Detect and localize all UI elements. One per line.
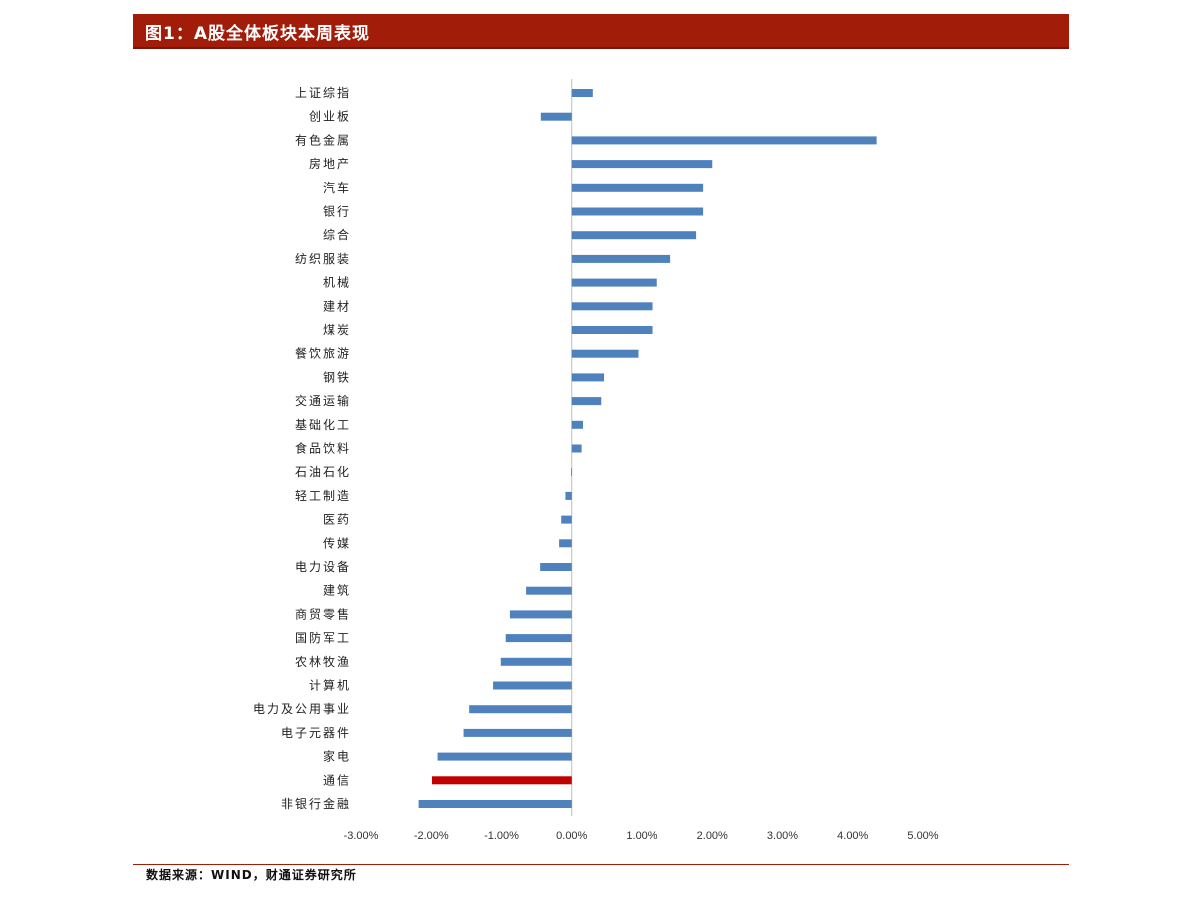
- category-label: 煤炭: [323, 323, 351, 337]
- category-label: 餐饮旅游: [295, 346, 351, 361]
- bar: [571, 397, 602, 406]
- bar: [509, 610, 572, 619]
- bar: [571, 160, 713, 169]
- bar: [437, 752, 572, 761]
- bar-highlight: [431, 776, 572, 785]
- category-label: 电力设备: [295, 560, 351, 574]
- category-label: 传媒: [323, 535, 351, 550]
- bar: [540, 112, 572, 121]
- bar: [540, 563, 572, 571]
- bar: [571, 349, 639, 358]
- bar: [571, 231, 697, 240]
- bar: [565, 491, 572, 500]
- bar: [500, 657, 572, 666]
- title-bar: 图1：A股全体板块本周表现: [133, 14, 1069, 49]
- category-label: 轻工制造: [295, 489, 351, 503]
- category-label: 交通运输: [295, 393, 351, 408]
- bar: [571, 207, 704, 216]
- category-label: 国防军工: [295, 630, 351, 645]
- bar: [559, 539, 572, 548]
- category-label: 电子元器件: [281, 726, 351, 740]
- category-label: 综合: [323, 227, 351, 242]
- category-label: 家电: [323, 749, 351, 764]
- x-tick-label: -1.00%: [484, 830, 519, 842]
- bar: [571, 183, 704, 192]
- category-label: 房地产: [309, 156, 351, 171]
- bar: [571, 373, 605, 382]
- category-label: 钢铁: [323, 370, 351, 384]
- category-label: 机械: [323, 275, 351, 290]
- bar: [561, 515, 572, 524]
- bar: [571, 136, 877, 145]
- page-title: 图1：A股全体板块本周表现: [145, 24, 370, 44]
- x-tick-label: 4.00%: [837, 830, 868, 842]
- category-label: 石油石化: [295, 465, 351, 479]
- category-label: 银行: [323, 205, 351, 219]
- x-tick-label: 5.00%: [907, 830, 938, 842]
- bar: [571, 444, 582, 453]
- category-label: 纺织服装: [295, 252, 351, 266]
- category-label: 汽车: [323, 180, 351, 195]
- category-label: 有色金属: [295, 132, 351, 147]
- bar: [571, 89, 593, 97]
- bar: [526, 586, 572, 595]
- category-label: 食品饮料: [295, 441, 351, 456]
- bar: [571, 278, 657, 287]
- bar: [571, 326, 653, 334]
- category-label: 商贸零售: [295, 606, 351, 621]
- bar: [493, 681, 572, 690]
- x-tick-label: 3.00%: [767, 830, 798, 842]
- category-label: 农林牧渔: [295, 655, 351, 669]
- category-label: 非银行金融: [281, 796, 351, 811]
- category-label: 通信: [323, 773, 351, 787]
- bar: [571, 254, 671, 263]
- x-tick-label: -2.00%: [414, 830, 449, 842]
- bar: [571, 302, 653, 311]
- source-note: 数据来源：WIND，财通证券研究所: [146, 868, 357, 882]
- x-tick-label: 1.00%: [626, 830, 657, 842]
- bar: [418, 800, 572, 808]
- category-label: 上证综指: [295, 85, 351, 100]
- x-tick-label: 0.00%: [556, 830, 587, 842]
- bar: [571, 420, 583, 429]
- category-label: 电力及公用事业: [253, 702, 351, 716]
- category-label: 基础化工: [295, 418, 351, 432]
- category-label: 创业板: [309, 110, 351, 124]
- category-label: 医药: [323, 513, 351, 527]
- bar: [463, 728, 572, 737]
- bar: [571, 468, 572, 477]
- x-tick-label: -3.00%: [344, 830, 379, 842]
- category-label: 建筑: [323, 583, 351, 598]
- x-tick-label: 2.00%: [697, 830, 728, 842]
- category-label: 建材: [323, 299, 351, 313]
- footer-divider: [133, 864, 1069, 865]
- category-label: 计算机: [309, 678, 351, 693]
- bar: [469, 705, 572, 714]
- bar: [505, 634, 572, 643]
